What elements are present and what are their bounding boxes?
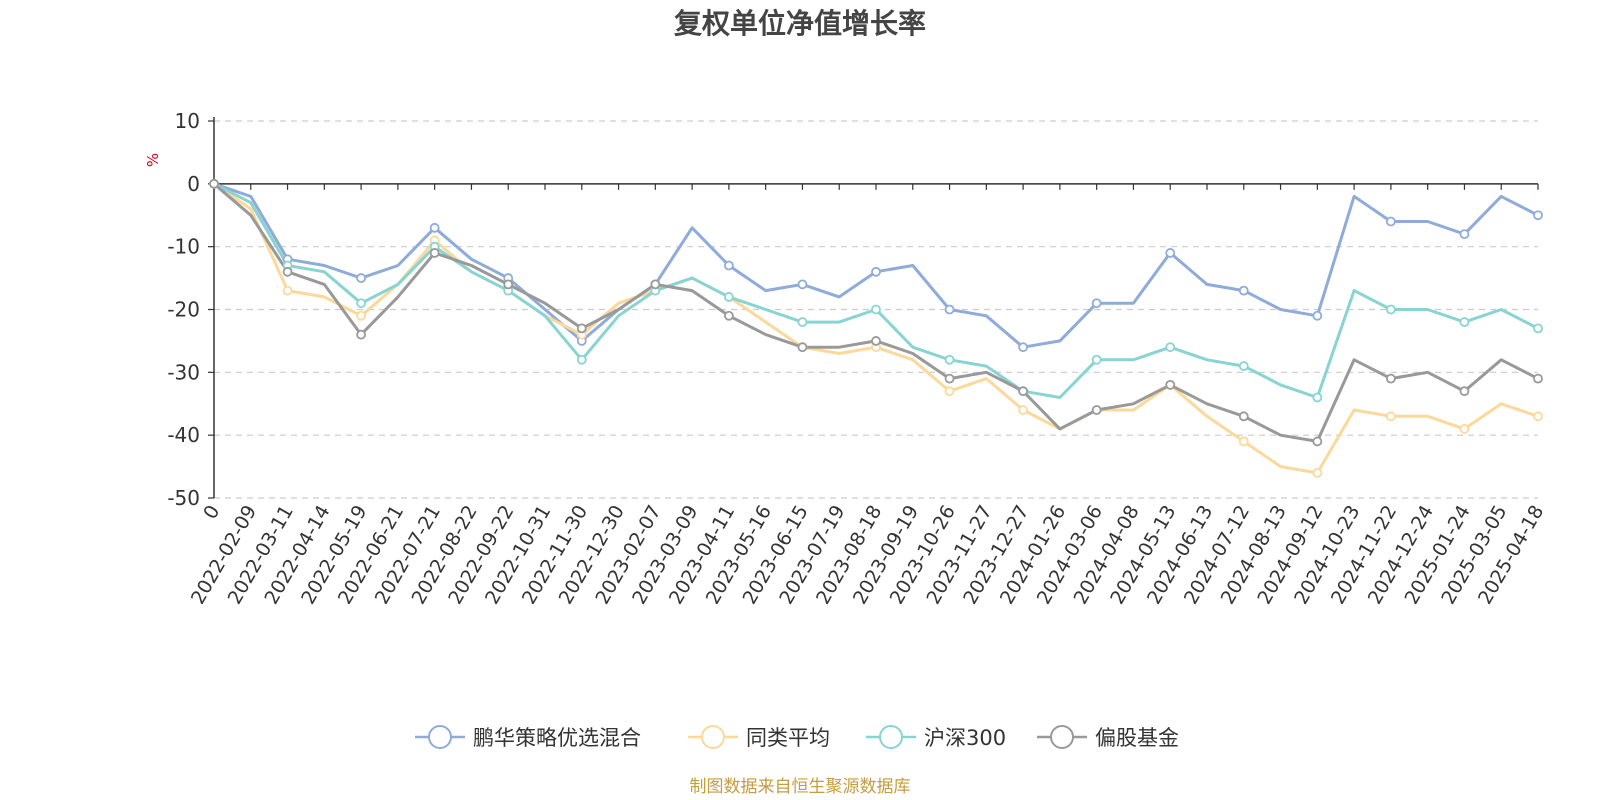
y-axis-unit-label: % <box>144 153 162 167</box>
series-point-1 <box>944 386 955 397</box>
series-point-0 <box>871 266 881 277</box>
series-point-0 <box>1459 229 1470 240</box>
series-point-0 <box>1018 342 1029 353</box>
series-point-2 <box>1312 392 1323 403</box>
series-point-1 <box>1385 411 1396 422</box>
series-point-0 <box>1165 248 1176 258</box>
y-tick-label: -50 <box>167 486 200 510</box>
series-point-3 <box>282 266 293 277</box>
series-point-2 <box>1238 361 1249 371</box>
legend-marker <box>701 725 725 749</box>
series-point-0 <box>1091 298 1102 309</box>
series-point-3 <box>1165 379 1176 390</box>
series-point-0 <box>356 273 367 283</box>
legend-item[interactable]: 偏股基金 <box>1037 725 1179 750</box>
series-point-0 <box>429 222 440 233</box>
legend-marker <box>428 725 452 749</box>
series-point-3 <box>1018 386 1029 397</box>
series-point-0 <box>1238 285 1249 296</box>
series-point-3 <box>723 310 734 321</box>
series-point-3 <box>429 248 440 258</box>
series-point-1 <box>1459 423 1470 434</box>
series-point-3 <box>797 342 808 353</box>
chart-title: 复权单位净值增长率 <box>674 7 926 40</box>
series-point-3 <box>1312 436 1323 447</box>
series-point-1 <box>1018 405 1029 415</box>
legend-marker <box>879 725 903 749</box>
legend-label: 沪深300 <box>924 726 1006 750</box>
series-line-1 <box>212 182 1540 475</box>
series-point-3 <box>944 373 955 384</box>
series-point-2 <box>871 304 881 315</box>
series-point-2 <box>797 317 808 327</box>
series-point-2 <box>723 292 734 302</box>
legend-item[interactable]: 沪深300 <box>866 725 1006 750</box>
legend: 鹏华策略优选混合 同类平均 沪深300 偏股基金 <box>415 725 1179 750</box>
series-point-3 <box>1459 386 1470 397</box>
series-point-2 <box>1533 323 1543 334</box>
y-tick-label: -10 <box>167 235 200 259</box>
series-point-2 <box>1165 342 1176 353</box>
series-point-3 <box>576 323 587 334</box>
legend-label: 偏股基金 <box>1095 726 1179 750</box>
series-point-2 <box>1459 317 1470 327</box>
series-line-2 <box>212 182 1540 399</box>
series-point-2 <box>1385 304 1396 315</box>
series-point-0 <box>797 279 808 290</box>
series-point-2 <box>1091 354 1102 365</box>
series-point-2 <box>356 298 367 309</box>
legend-marker <box>1050 725 1074 749</box>
legend-item[interactable]: 鹏华策略优选混合 <box>415 725 641 750</box>
y-tick-label: -30 <box>167 360 200 384</box>
series-point-1 <box>356 310 367 321</box>
series-point-3 <box>1091 405 1102 415</box>
series-layer <box>209 178 1543 478</box>
series-point-1 <box>1312 467 1323 478</box>
series-point-1 <box>1533 411 1543 422</box>
series-point-0 <box>1312 310 1323 321</box>
series-point-1 <box>282 285 293 296</box>
series-point-3 <box>650 279 661 290</box>
legend-label: 同类平均 <box>746 726 830 750</box>
legend-item[interactable]: 同类平均 <box>688 725 830 750</box>
series-point-3 <box>356 329 367 340</box>
series-point-3 <box>1238 411 1249 422</box>
y-tick-label: 0 <box>187 172 200 196</box>
legend-label: 鹏华策略优选混合 <box>473 726 641 750</box>
series-point-2 <box>576 354 587 365</box>
series-point-0 <box>1533 210 1543 221</box>
y-tick-label: -20 <box>167 298 200 322</box>
source-note: 制图数据来自恒生聚源数据库 <box>690 777 911 797</box>
axis-layer: 100-10-20-30-40-5002022-02-092022-03-112… <box>167 109 1548 608</box>
y-tick-label: -40 <box>167 423 200 447</box>
series-point-3 <box>1385 373 1396 384</box>
series-point-3 <box>209 178 219 189</box>
series-point-0 <box>1385 216 1396 227</box>
series-point-0 <box>944 304 955 315</box>
series-point-2 <box>944 354 955 365</box>
x-tick-label: 0 <box>199 502 224 523</box>
series-point-3 <box>1533 373 1543 384</box>
series-point-3 <box>503 279 514 290</box>
series-point-1 <box>1238 436 1249 447</box>
y-tick-label: 10 <box>175 109 200 133</box>
series-point-0 <box>723 260 734 271</box>
series-point-3 <box>871 336 881 346</box>
